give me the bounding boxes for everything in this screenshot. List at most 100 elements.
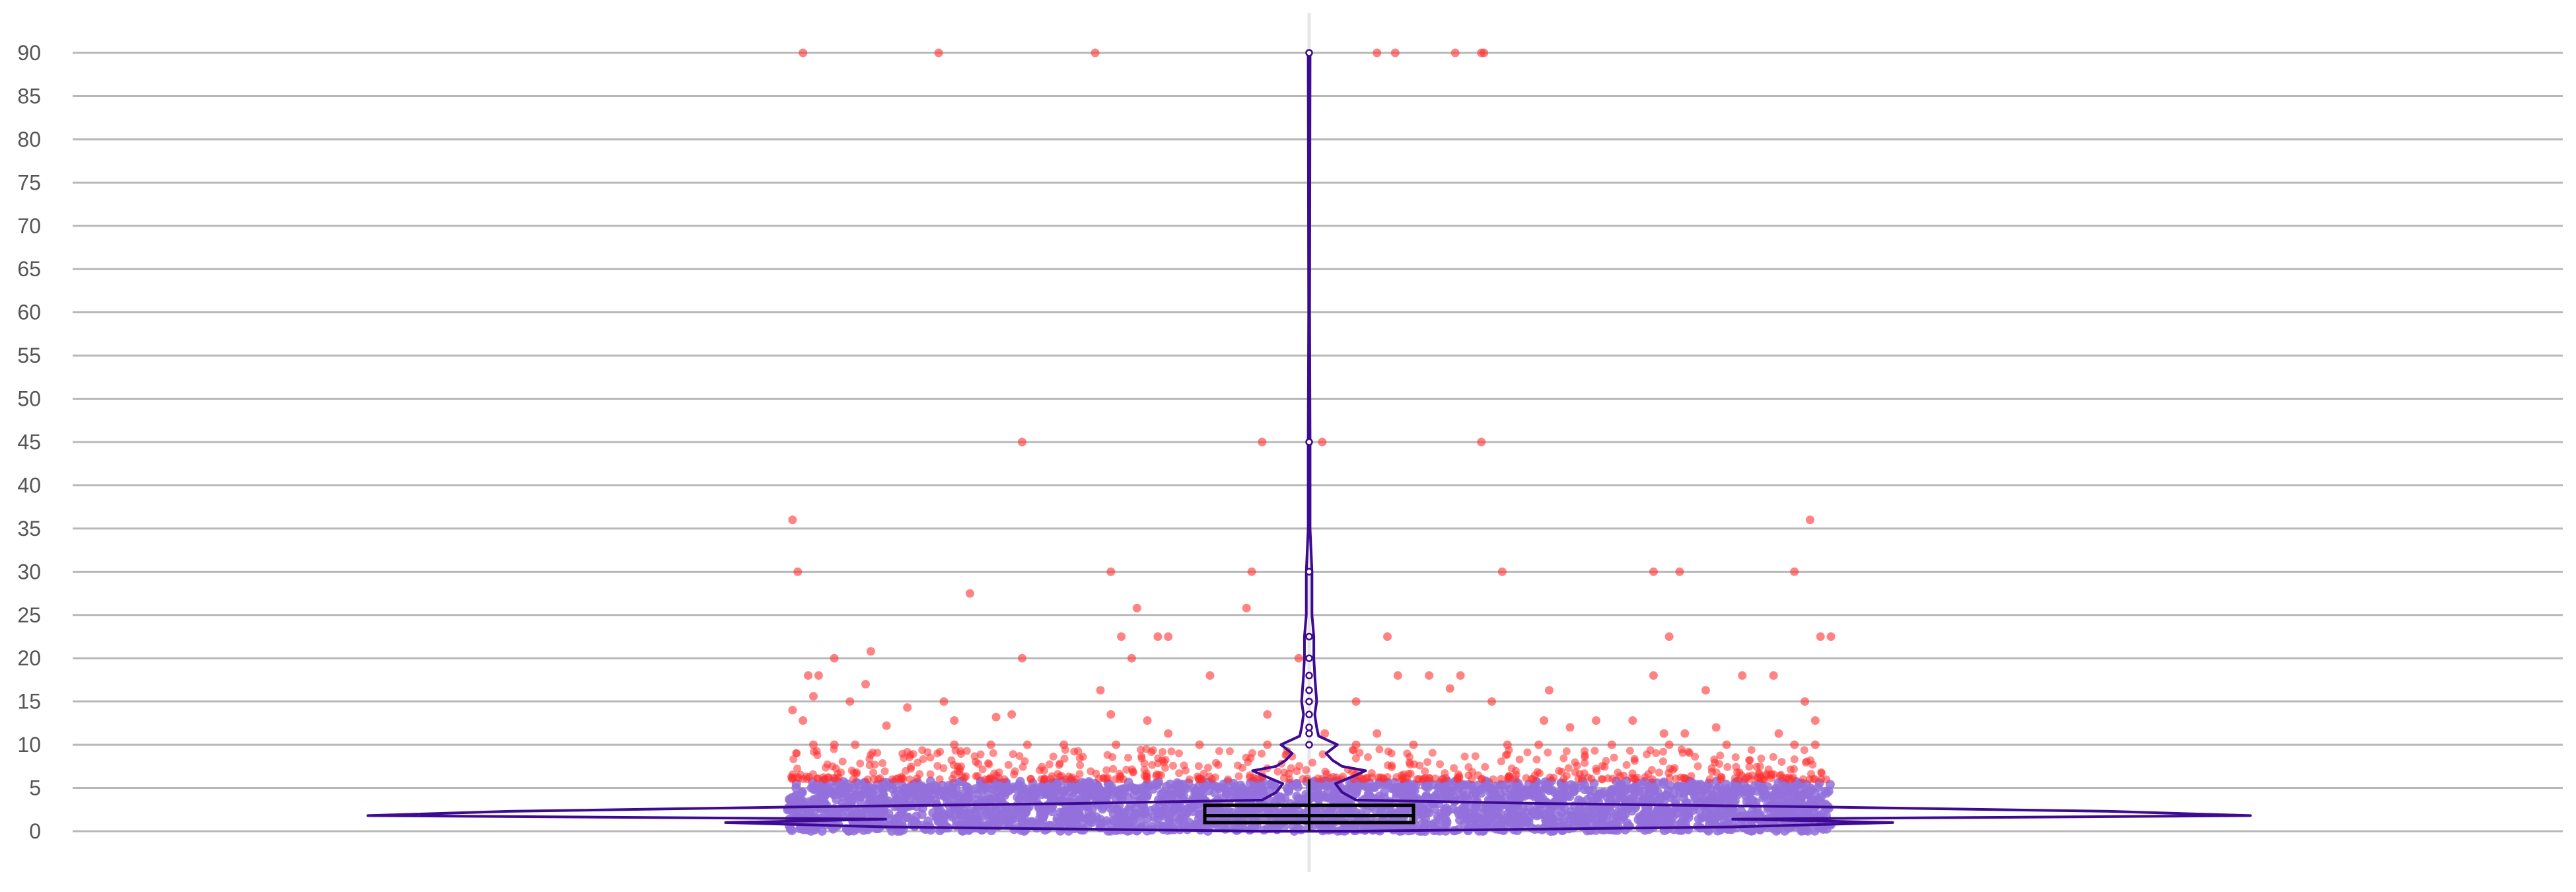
outlier-point — [1409, 740, 1418, 749]
outlier-point — [1503, 740, 1512, 749]
y-tick-label-90: 90 — [17, 41, 41, 65]
outlier-point — [1152, 772, 1161, 780]
violin-marker — [1305, 710, 1313, 719]
inlier-point — [802, 825, 812, 835]
inlier-point — [1162, 782, 1171, 792]
outlier-point — [1079, 753, 1087, 761]
inlier-point — [1598, 804, 1608, 814]
y-tick-label-40: 40 — [17, 473, 41, 497]
inlier-point — [1443, 805, 1452, 815]
outlier-point — [1562, 772, 1571, 780]
outlier-point — [1805, 515, 1814, 525]
outlier-point — [1680, 729, 1690, 738]
inlier-point — [1476, 814, 1485, 824]
y-tick-label-75: 75 — [17, 170, 41, 194]
box-plot — [1203, 779, 1415, 831]
inlier-point — [1682, 782, 1691, 792]
outlier-point — [1127, 653, 1136, 663]
y-tick-label-80: 80 — [17, 128, 41, 151]
outlier-point — [1716, 751, 1725, 760]
inlier-point — [1126, 782, 1136, 792]
outlier-point — [1436, 760, 1444, 768]
inlier-point — [1114, 785, 1124, 795]
inlier-point — [1264, 785, 1274, 795]
inlier-point — [1310, 805, 1320, 815]
outlier-point — [1799, 775, 1807, 784]
outlier-point — [902, 766, 910, 775]
inlier-point — [1129, 812, 1139, 822]
inlier-point — [1336, 795, 1345, 805]
inlier-point — [917, 781, 927, 791]
outlier-point — [950, 716, 959, 725]
outlier-point — [1677, 745, 1686, 754]
y-tick-label-35: 35 — [17, 517, 41, 540]
inlier-point — [972, 789, 982, 799]
inlier-point — [1170, 805, 1180, 815]
inlier-point — [1338, 806, 1348, 816]
outlier-point — [1015, 752, 1024, 761]
inlier-point — [1212, 805, 1222, 815]
outlier-point — [1108, 753, 1117, 761]
outlier-point — [1454, 770, 1462, 778]
outlier-point — [1387, 749, 1396, 758]
violin-marker — [1305, 697, 1313, 706]
inlier-point — [1408, 785, 1417, 795]
outlier-point — [955, 767, 964, 776]
inlier-point — [1457, 810, 1467, 820]
outlier-point — [1383, 632, 1392, 641]
outlier-point — [1712, 768, 1721, 777]
inlier-point — [1421, 792, 1431, 802]
outlier-point — [1332, 773, 1341, 782]
outlier-point — [1445, 684, 1454, 693]
inlier-point — [1172, 791, 1182, 801]
outlier-point — [1777, 758, 1786, 766]
outlier-point — [1756, 762, 1764, 770]
inlier-point — [923, 816, 933, 826]
inlier-point — [1038, 790, 1048, 799]
outlier-point — [1161, 756, 1170, 764]
outlier-point — [1456, 671, 1465, 680]
outlier-point — [793, 749, 801, 758]
outlier-point — [1164, 729, 1173, 738]
outlier-point — [1194, 762, 1203, 770]
outlier-point — [986, 740, 995, 749]
outlier-point — [1450, 48, 1460, 57]
inlier-point — [1221, 824, 1230, 834]
outlier-point — [845, 697, 855, 706]
outlier-point — [1754, 773, 1762, 782]
inlier-point — [992, 786, 1002, 796]
outlier-point — [1801, 759, 1810, 767]
outlier-point — [1399, 770, 1408, 779]
outlier-point — [936, 747, 945, 756]
outlier-point — [1501, 751, 1510, 759]
outlier-point — [1790, 567, 1799, 576]
outlier-point — [1450, 764, 1458, 772]
outlier-point — [1610, 753, 1618, 762]
inlier-point — [1782, 809, 1791, 819]
outlier-point — [1722, 740, 1731, 749]
outlier-point — [1067, 775, 1075, 783]
outlier-point — [1659, 729, 1668, 738]
inlier-point — [1586, 825, 1596, 835]
outlier-point — [966, 589, 974, 598]
outlier-point — [1628, 716, 1637, 725]
outlier-point — [1140, 759, 1149, 768]
outlier-point — [1565, 723, 1575, 732]
outlier-point — [1497, 757, 1505, 766]
outlier-point — [869, 768, 878, 777]
outlier-point — [933, 762, 942, 770]
inlier-point — [1077, 778, 1087, 788]
inlier-point — [1476, 788, 1486, 798]
inlier-point — [1106, 782, 1116, 792]
outlier-point — [1655, 768, 1663, 777]
y-tick-label-15: 15 — [17, 690, 41, 714]
outlier-point — [1544, 748, 1552, 757]
outlier-point — [1169, 761, 1177, 770]
inlier-point — [1700, 785, 1710, 795]
outlier-point — [1633, 773, 1641, 782]
inlier-point — [1156, 809, 1166, 819]
outlier-point — [1057, 772, 1065, 780]
outlier-point — [793, 567, 803, 576]
inlier-point — [935, 805, 945, 815]
inlier-point — [1155, 801, 1164, 811]
